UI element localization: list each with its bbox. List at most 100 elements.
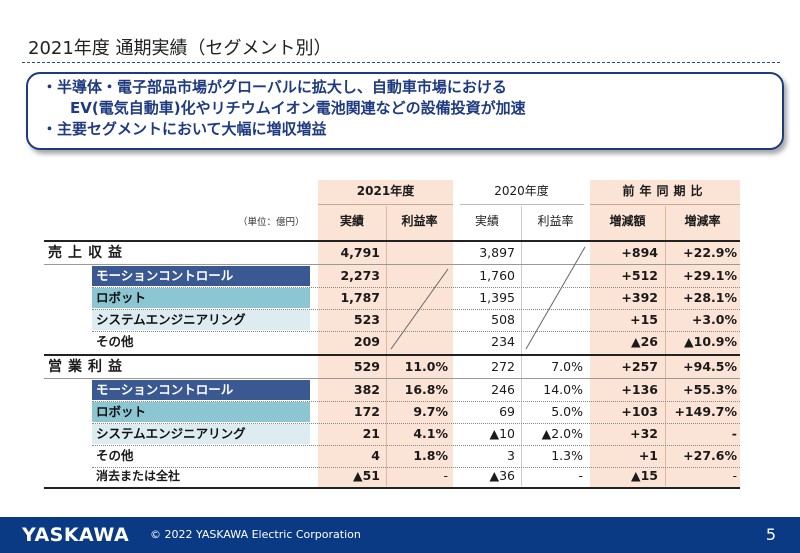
op-elim-diff: ▲15 <box>630 468 658 483</box>
revenue-other-diff: ▲26 <box>630 334 658 349</box>
op-se-margin-2020: ▲2.0% <box>541 426 583 441</box>
op-robot-rate: +149.7% <box>674 404 737 419</box>
op-mc-2021: 382 <box>353 382 380 397</box>
revenue-mc-2021: 2,273 <box>340 268 380 283</box>
revenue-se-rate: +3.0% <box>691 312 737 327</box>
revenue-seg-motion-control: モーションコントロール <box>92 266 310 286</box>
op-mc-diff: +136 <box>621 382 658 397</box>
summary-line-1: ・半導体・電子部品市場がグローバルに拡大し、自動車市場における <box>42 78 507 96</box>
fy2021-column-highlight <box>318 180 453 487</box>
unit-label: （単位：億円） <box>238 217 305 228</box>
subheader-rate: 増減率 <box>684 214 721 228</box>
revenue-total-rate: +22.9% <box>683 245 737 260</box>
summary-line-2: EV(電気自動車)化やリチウムイオン電池関連などの設備投資が加速 <box>70 99 526 117</box>
op-income-section-label: 営業利益 <box>48 359 128 375</box>
revenue-se-2021: 523 <box>353 312 380 327</box>
op-other-2021: 4 <box>371 448 380 463</box>
op-se-margin-2021: 4.1% <box>413 426 448 441</box>
op-robot-diff: +103 <box>621 404 658 419</box>
op-seg-robot: ロボット <box>92 402 310 422</box>
revenue-mc-2020: 1,760 <box>479 268 515 283</box>
revenue-seg-system-engineering: システムエンジニアリング <box>92 310 310 330</box>
subheader-actual-2020: 実績 <box>474 214 499 228</box>
op-mc-rate: +55.3% <box>683 382 737 397</box>
op-other-diff: +1 <box>638 448 658 463</box>
op-mc-margin-2020: 14.0% <box>543 382 583 397</box>
op-seg-system-engineering: システムエンジニアリング <box>92 424 310 444</box>
op-income-top-rule <box>44 354 740 356</box>
op-robot-2021: 172 <box>353 404 380 419</box>
subheader-margin-2020: 利益率 <box>537 214 574 228</box>
summary-box: ・半導体・電子部品市場がグローバルに拡大し、自動車市場における EV(電気自動車… <box>26 72 784 150</box>
revenue-mc-diff: +512 <box>621 268 658 283</box>
op-mc-2020: 246 <box>491 382 515 397</box>
op-robot-margin-2020: 5.0% <box>551 404 583 419</box>
op-seg-other: その他 <box>96 448 134 463</box>
header-rule-fy2021 <box>318 204 453 205</box>
row-rule <box>92 445 740 446</box>
summary-line-3: ・主要セグメントにおいて大幅に増収増益 <box>42 120 327 138</box>
page-number: 5 <box>765 525 776 544</box>
revenue-mc-rate: +29.1% <box>683 268 737 283</box>
revenue-section-label: 売上収益 <box>48 245 128 261</box>
op-total-2021: 529 <box>353 359 380 374</box>
op-se-diff: +32 <box>630 426 658 441</box>
page-title: 2021年度 通期実績（セグメント別） <box>28 38 332 59</box>
header-rule-yoy <box>590 204 740 205</box>
col-sep-1 <box>386 206 387 486</box>
row-rule <box>92 309 740 310</box>
revenue-robot-2020: 1,395 <box>479 290 515 305</box>
subheader-actual-2021: 実績 <box>339 214 364 228</box>
header-rule-fy2020 <box>460 204 584 205</box>
row-rule <box>92 467 740 468</box>
op-se-2021: 21 <box>362 426 380 441</box>
revenue-total-diff: +894 <box>621 245 658 260</box>
revenue-se-2020: 508 <box>491 312 515 327</box>
op-elim-rate: - <box>732 468 737 483</box>
op-total-margin-2021: 11.0% <box>404 359 448 374</box>
op-se-2020: ▲10 <box>489 426 515 441</box>
op-total-2020: 272 <box>491 359 515 374</box>
row-rule <box>92 331 740 332</box>
op-total-rate: +94.5% <box>683 359 737 374</box>
op-robot-margin-2021: 9.7% <box>413 404 448 419</box>
revenue-robot-diff: +392 <box>621 290 658 305</box>
revenue-other-2020: 234 <box>491 334 515 349</box>
revenue-seg-other: その他 <box>96 334 134 349</box>
revenue-margin-2021-na-slash <box>390 268 449 350</box>
subheader-diff: 増減額 <box>609 214 646 228</box>
col-sep-2 <box>521 206 522 486</box>
op-elim-margin-2021: - <box>443 468 448 483</box>
row-rule <box>92 287 740 288</box>
revenue-robot-2021: 1,787 <box>340 290 380 305</box>
revenue-other-2021: 209 <box>353 334 380 349</box>
op-seg-elimination: 消去または全社 <box>96 469 181 483</box>
header-yoy: 前年同期比 <box>622 184 708 198</box>
revenue-seg-robot: ロボット <box>92 288 310 308</box>
op-mc-margin-2021: 16.8% <box>404 382 448 397</box>
revenue-top-rule <box>44 240 740 242</box>
op-seg-motion-control: モーションコントロール <box>92 380 310 400</box>
header-fy2020: 2020年度 <box>494 184 549 198</box>
subheader-margin-2021: 利益率 <box>401 214 438 228</box>
op-other-rate: +27.6% <box>683 448 737 463</box>
copyright-text: © 2022 YASKAWA Electric Corporation <box>150 528 361 541</box>
revenue-robot-rate: +28.1% <box>683 290 737 305</box>
op-elim-2021: ▲51 <box>352 468 380 483</box>
row-rule <box>92 401 740 402</box>
op-elim-margin-2020: - <box>578 468 583 483</box>
op-robot-2020: 69 <box>499 404 515 419</box>
op-other-2020: 3 <box>507 448 515 463</box>
row-rule <box>92 423 740 424</box>
revenue-total-rule <box>44 264 740 265</box>
title-divider <box>22 62 780 63</box>
revenue-margin-2020-na-slash <box>525 246 586 350</box>
revenue-total-2021: 4,791 <box>340 245 380 260</box>
op-elim-2020: ▲36 <box>489 468 515 483</box>
op-se-rate: - <box>731 426 737 441</box>
header-fy2021: 2021年度 <box>356 184 415 198</box>
op-other-margin-2020: 1.3% <box>551 448 583 463</box>
op-total-diff: +257 <box>621 359 658 374</box>
revenue-total-2020: 3,897 <box>479 245 515 260</box>
